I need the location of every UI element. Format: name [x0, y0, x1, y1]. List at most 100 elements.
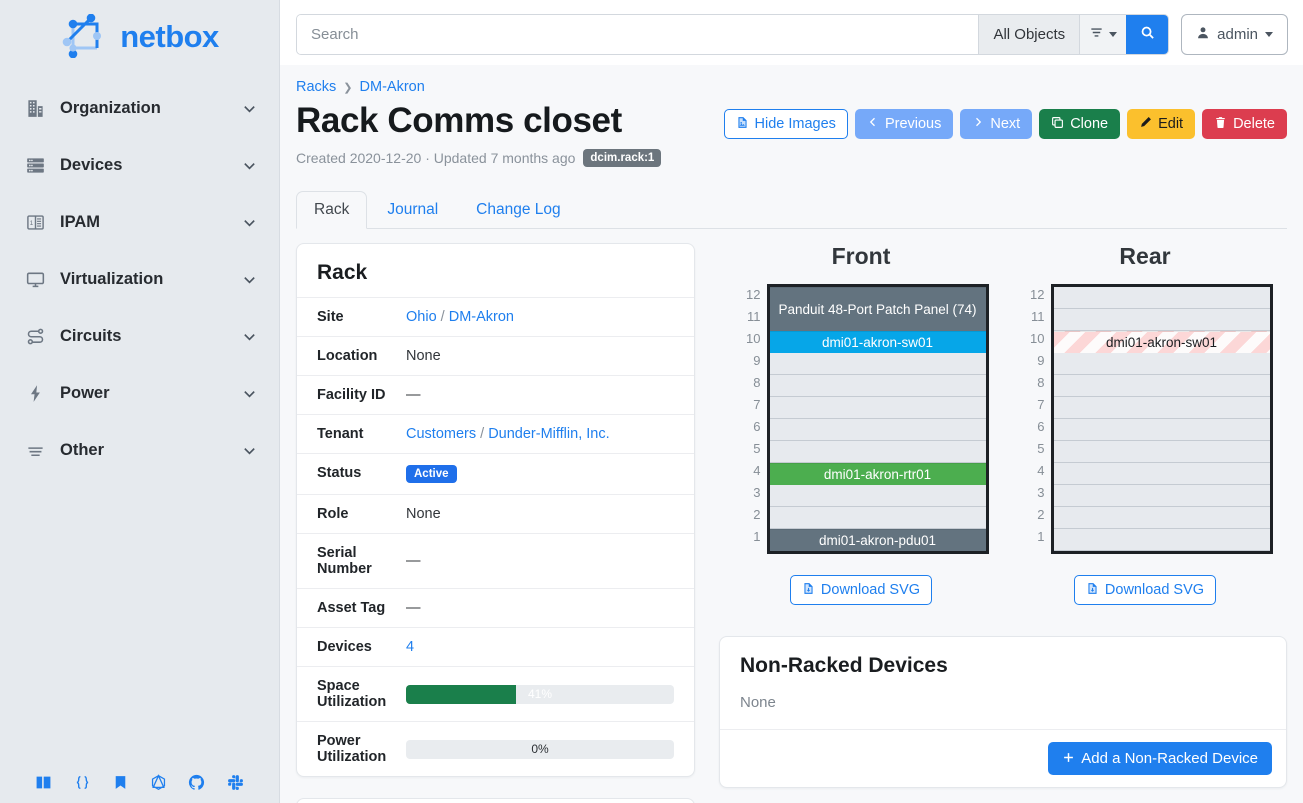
svg-text:1: 1	[29, 220, 33, 227]
graphql-icon[interactable]	[150, 773, 167, 791]
front-rack-box[interactable]: Panduit 48-Port Patch Panel (74) dmi01-ak…	[766, 284, 989, 555]
object-scope-select[interactable]: All Objects	[978, 15, 1080, 54]
docs-book-icon[interactable]	[35, 774, 52, 791]
rack-unit-slot[interactable]	[769, 375, 986, 398]
search-input[interactable]	[297, 15, 979, 54]
rack-unit-slot[interactable]	[1053, 419, 1270, 442]
filter-icon	[1089, 25, 1104, 45]
user-menu-button[interactable]: admin	[1181, 14, 1288, 55]
search-icon	[1140, 25, 1155, 45]
row-value: Customers / Dunder-Mifflin, Inc.	[406, 415, 694, 454]
rack-unit-slot[interactable]	[1053, 353, 1270, 376]
sidebar-item-virtualization[interactable]: Virtualization	[0, 251, 279, 308]
rack-unit-slot[interactable]	[1053, 485, 1270, 508]
rack-unit-number: 10	[1030, 331, 1045, 347]
rack-unit-slot[interactable]	[1053, 529, 1270, 552]
slack-icon[interactable]	[227, 774, 244, 791]
rack-unit-slot[interactable]	[769, 441, 986, 464]
tab-journal[interactable]: Journal	[387, 201, 439, 219]
table-row: Serial Number —	[297, 533, 694, 589]
tenant-link[interactable]: Dunder-Mifflin, Inc.	[488, 426, 610, 443]
rack-unit-slot[interactable]	[769, 485, 986, 508]
api-braces-icon[interactable]	[74, 774, 91, 791]
github-icon[interactable]	[188, 774, 205, 791]
rack-unit-slot[interactable]	[1053, 309, 1270, 332]
rack-unit-slot[interactable]	[1053, 397, 1270, 420]
circuit-icon	[24, 326, 46, 348]
chevron-down-icon	[242, 386, 257, 401]
space-utilization-bar: 41%	[406, 684, 674, 704]
tenant-group-link[interactable]: Customers	[406, 426, 477, 443]
hide-images-label: Hide Images	[754, 115, 836, 132]
search-submit-button[interactable]	[1126, 15, 1169, 54]
table-row: Facility ID —	[297, 375, 694, 415]
rear-download-svg-button[interactable]: Download SVG	[1073, 575, 1217, 606]
building-icon	[24, 98, 46, 120]
sidebar-item-label: Power	[60, 384, 110, 402]
rack-unit-slot[interactable]	[1053, 287, 1270, 310]
sidebar-item-devices[interactable]: Devices	[0, 137, 279, 194]
rack-unit-slot[interactable]	[1053, 463, 1270, 486]
rack-unit-number: 6	[753, 419, 761, 435]
sidebar-item-other[interactable]: Other	[0, 422, 279, 479]
chevron-down-icon	[242, 158, 257, 173]
front-unit-number-column: 12 11 10 9 8 7 6 5 4 3 2 1	[734, 284, 761, 554]
breadcrumb-separator-icon: ❯	[343, 81, 353, 94]
rack-attribute-table: Site Ohio / DM-Akron Location None	[297, 297, 694, 776]
file-download-icon	[1086, 582, 1099, 599]
previous-button[interactable]: Previous	[854, 109, 954, 139]
breadcrumb-item-site[interactable]: DM-Akron	[359, 79, 425, 95]
bookmark-icon[interactable]	[112, 774, 129, 791]
site-link[interactable]: DM-Akron	[448, 309, 514, 326]
rack-device[interactable]: dmi01-akron-sw01	[1053, 331, 1270, 354]
non-racked-devices-card: Non-Racked Devices None Add a Non-Racked…	[719, 636, 1287, 789]
tab-divider	[296, 228, 1287, 230]
tab-rack[interactable]: Rack	[296, 191, 368, 230]
rack-unit-number: 7	[753, 397, 761, 413]
non-racked-empty-text: None	[740, 694, 776, 712]
plus-icon	[1062, 751, 1075, 767]
netbox-logo[interactable]: netbox	[0, 0, 279, 80]
rack-device[interactable]: Panduit 48-Port Patch Panel (74)	[769, 287, 986, 332]
sidebar-item-organization[interactable]: Organization	[0, 80, 279, 137]
sidebar-item-ipam[interactable]: 1 IPAM	[0, 194, 279, 251]
chevron-down-icon	[242, 215, 257, 230]
top-search-bar: All Objects admin	[280, 0, 1303, 65]
rack-unit-slot[interactable]	[769, 353, 986, 376]
rack-unit-slot[interactable]	[1053, 375, 1270, 398]
rack-unit-number: 1	[1037, 529, 1045, 545]
separator: /	[440, 309, 445, 326]
next-button[interactable]: Next	[960, 109, 1033, 139]
table-row: Space Utilization 41%	[297, 666, 694, 722]
rear-rack-box[interactable]: dmi01-akron-sw01	[1050, 284, 1273, 555]
row-label: Devices	[317, 639, 372, 656]
clone-button[interactable]: Clone	[1039, 109, 1121, 139]
sidebar-item-circuits[interactable]: Circuits	[0, 308, 279, 365]
tab-change-log[interactable]: Change Log	[476, 201, 561, 219]
device-count-link[interactable]: 4	[406, 639, 415, 656]
netbox-logo-icon	[62, 14, 102, 58]
add-non-racked-device-button[interactable]: Add a Non-Racked Device	[1048, 742, 1272, 776]
edit-button[interactable]: Edit	[1127, 109, 1196, 139]
hide-images-button[interactable]: Hide Images	[723, 109, 848, 139]
rack-unit-number: 9	[1037, 353, 1045, 369]
front-download-svg-button[interactable]: Download SVG	[789, 575, 933, 606]
rack-unit-slot[interactable]	[769, 397, 986, 420]
rack-unit-slot[interactable]	[769, 419, 986, 442]
rack-device[interactable]: dmi01-akron-rtr01	[769, 463, 986, 486]
chevron-left-icon	[867, 116, 879, 132]
rack-unit-slot[interactable]	[1053, 441, 1270, 464]
rack-unit-slot[interactable]	[1053, 507, 1270, 530]
breadcrumb-item-racks[interactable]: Racks	[296, 79, 337, 95]
rack-unit-slot[interactable]	[769, 507, 986, 530]
rear-download-svg-label: Download SVG	[1104, 581, 1205, 598]
row-value: None	[406, 506, 441, 523]
site-group-link[interactable]: Ohio	[406, 309, 437, 326]
sidebar-item-power[interactable]: Power	[0, 365, 279, 422]
rack-device[interactable]: dmi01-akron-pdu01	[769, 529, 986, 552]
search-filter-button[interactable]	[1079, 15, 1127, 54]
table-row: Role None	[297, 494, 694, 534]
rack-device[interactable]: dmi01-akron-sw01	[769, 331, 986, 354]
title-row: Rack Comms closet Hide Images Previous	[296, 101, 1287, 140]
delete-button[interactable]: Delete	[1202, 109, 1287, 139]
